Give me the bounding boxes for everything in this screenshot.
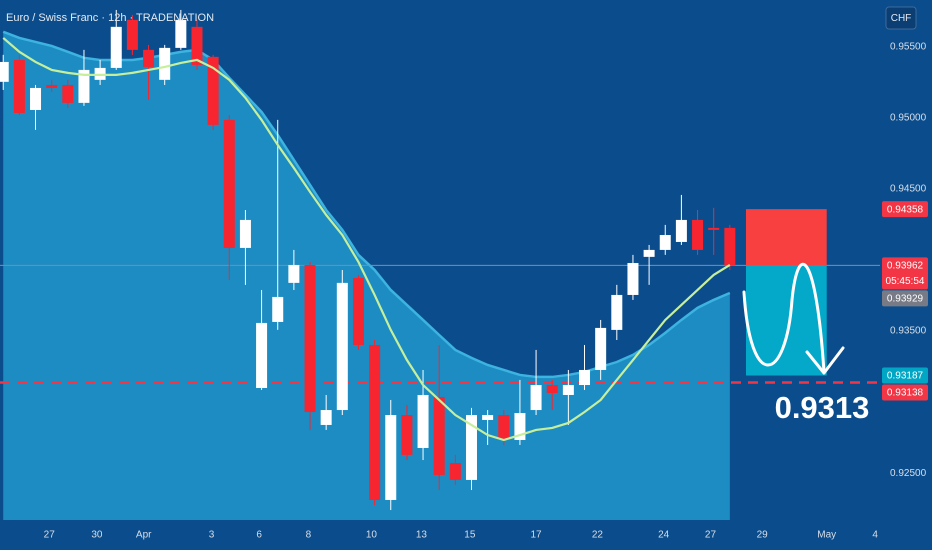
candle-body xyxy=(175,19,187,48)
y-tick-label: 0.93500 xyxy=(890,326,927,337)
candle-body xyxy=(126,19,138,50)
candle-body xyxy=(369,344,381,500)
x-tick-label: 3 xyxy=(209,530,215,541)
candle-body xyxy=(13,59,25,113)
candle-body xyxy=(30,87,42,110)
candle-body xyxy=(530,385,542,411)
y-tick-label: 0.92500 xyxy=(890,468,927,479)
candle-body xyxy=(465,415,477,480)
candle-body xyxy=(207,56,219,125)
candle-body xyxy=(256,322,268,389)
annotation: 0.9313 xyxy=(775,390,870,425)
drawn-arrow xyxy=(742,262,826,374)
candle-body xyxy=(0,61,9,82)
band-line xyxy=(2,30,731,379)
candle-body xyxy=(159,47,171,80)
time-axis xyxy=(0,520,932,550)
ma-line xyxy=(2,37,731,442)
candle-body xyxy=(692,219,704,250)
candle-body xyxy=(320,410,332,425)
candle-body xyxy=(78,69,90,103)
candle-body xyxy=(304,264,316,413)
y-tick-label: 0.95000 xyxy=(890,113,927,124)
candle-body xyxy=(433,396,445,475)
price-label-box xyxy=(882,201,928,218)
x-tick-label: 24 xyxy=(658,530,670,541)
candle-body xyxy=(627,262,639,295)
y-tick-label: 0.95500 xyxy=(890,42,927,53)
stop-zone xyxy=(745,209,827,266)
candle-body xyxy=(143,49,155,67)
x-tick-label: 4 xyxy=(872,530,878,541)
x-tick-label: 30 xyxy=(91,530,103,541)
price-label-box xyxy=(882,290,928,307)
chart-title: Euro / Swiss Franc · 12h · TRADENATION xyxy=(6,12,214,24)
arrow-head xyxy=(805,346,845,375)
candle-body xyxy=(595,327,607,370)
price-label: 0.94358 xyxy=(887,204,924,215)
x-tick-label: 17 xyxy=(531,530,543,541)
price-label: 0.93929 xyxy=(887,294,924,305)
x-tick-label: Apr xyxy=(136,530,152,541)
y-tick-label: 0.94500 xyxy=(890,184,927,195)
x-tick-label: 29 xyxy=(757,530,769,541)
currency: CHF xyxy=(891,13,912,24)
candle-body xyxy=(643,249,655,257)
currency-box xyxy=(885,6,917,30)
price-label-box xyxy=(882,257,928,290)
candle-body xyxy=(482,415,494,420)
candle-body xyxy=(724,227,736,266)
price-label: 0.93138 xyxy=(887,388,924,399)
candle-body xyxy=(288,264,300,283)
x-tick-label: 13 xyxy=(416,530,428,541)
candle-body xyxy=(659,234,671,250)
x-tick-label: 15 xyxy=(464,530,476,541)
candle-body xyxy=(562,385,574,395)
candle-body xyxy=(401,415,413,455)
candle-body xyxy=(272,296,284,322)
price-label: 0.93962 xyxy=(887,261,924,272)
candle-body xyxy=(417,394,429,448)
candle-body xyxy=(498,415,510,441)
candle-body xyxy=(385,415,397,500)
candle-body xyxy=(62,84,74,103)
candle-body xyxy=(223,119,235,248)
candle-body xyxy=(708,227,720,230)
price-label-box xyxy=(882,367,928,384)
x-tick-label: 22 xyxy=(592,530,604,541)
candle-body xyxy=(675,219,687,242)
x-tick-label: 10 xyxy=(366,530,378,541)
candle-body xyxy=(514,413,526,441)
x-tick-label: 27 xyxy=(44,530,56,541)
candle-body xyxy=(336,282,348,411)
band-area xyxy=(3,31,730,521)
candle-body xyxy=(110,26,122,68)
candle-body xyxy=(191,26,203,65)
candle-body xyxy=(352,277,364,345)
candle-body xyxy=(239,219,251,248)
candle-body xyxy=(579,369,591,386)
candle-body xyxy=(46,84,58,88)
x-tick-label: 6 xyxy=(256,530,262,541)
x-tick-label: May xyxy=(817,530,836,541)
countdown: 05:45:54 xyxy=(886,276,925,287)
candle-body xyxy=(449,463,461,480)
x-tick-label: 27 xyxy=(705,530,717,541)
price-label-box xyxy=(882,384,928,401)
candle-body xyxy=(611,294,623,330)
candle-body xyxy=(546,385,558,393)
price-label: 0.93187 xyxy=(887,371,924,382)
x-tick-label: 8 xyxy=(306,530,312,541)
